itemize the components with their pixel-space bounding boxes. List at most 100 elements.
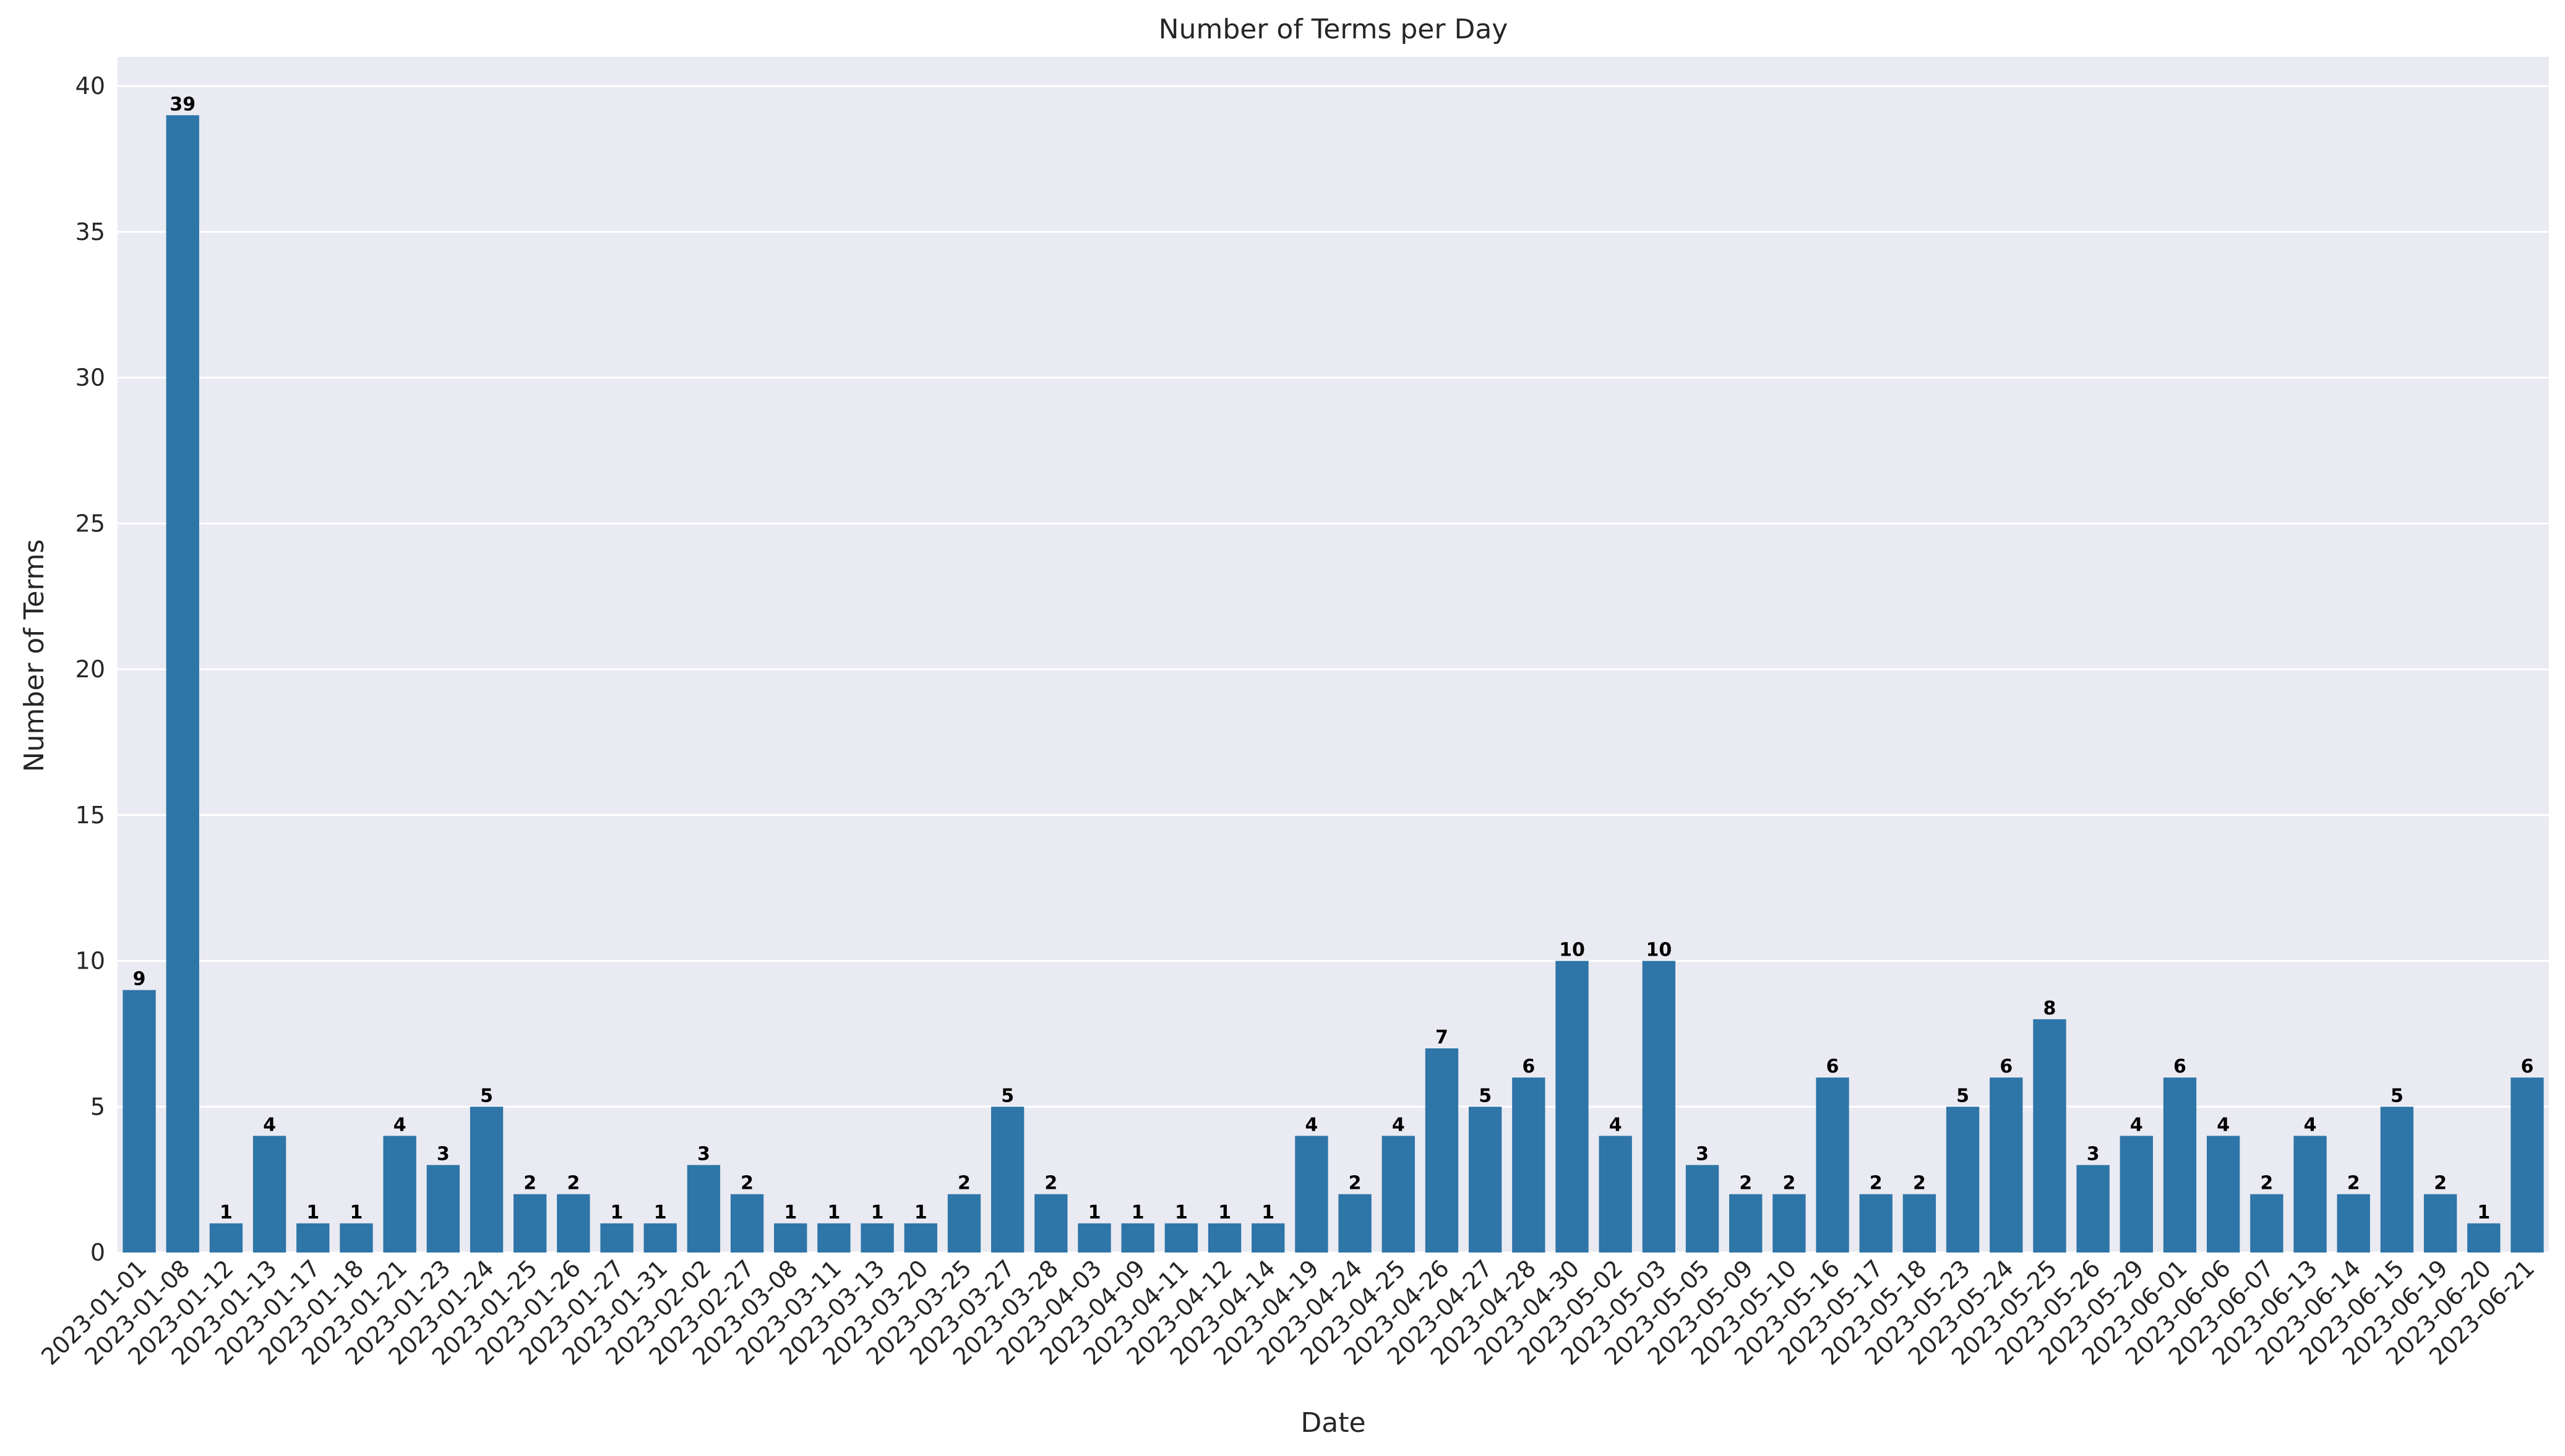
bar <box>340 1223 373 1253</box>
y-tick-label: 5 <box>90 1093 105 1120</box>
bar <box>1859 1194 1893 1253</box>
bar <box>513 1194 547 1253</box>
bar <box>1512 1077 1545 1253</box>
bar <box>2380 1107 2414 1253</box>
bar-value-label: 1 <box>220 1202 233 1223</box>
y-tick-label: 15 <box>75 802 105 829</box>
bar <box>861 1223 894 1253</box>
bar-value-label: 8 <box>2043 998 2056 1019</box>
bar <box>1034 1194 1068 1253</box>
bar-value-label: 1 <box>784 1202 797 1223</box>
bar-value-label: 4 <box>393 1114 406 1136</box>
bar <box>817 1223 851 1253</box>
bar-value-label: 6 <box>2000 1056 2013 1077</box>
bar-value-label: 10 <box>1559 940 1585 961</box>
bar <box>122 990 156 1253</box>
bar-value-label: 2 <box>1870 1173 1883 1194</box>
bar <box>1642 961 1676 1253</box>
bar <box>1338 1194 1372 1253</box>
bar-value-label: 1 <box>871 1202 884 1223</box>
y-axis-title: Number of Terms <box>19 539 50 773</box>
x-axis-title: Date <box>1300 1407 1365 1439</box>
bar <box>1468 1107 1502 1253</box>
bar-value-label: 4 <box>2304 1114 2317 1136</box>
bar <box>1381 1136 1415 1253</box>
bar-value-label: 2 <box>1782 1173 1795 1194</box>
bar-value-label: 7 <box>1435 1027 1448 1048</box>
bar <box>600 1223 634 1253</box>
bar-value-label: 2 <box>1739 1173 1752 1194</box>
plot-background <box>118 57 2549 1253</box>
bar <box>2511 1077 2544 1253</box>
bar <box>426 1165 460 1253</box>
bar <box>947 1194 981 1253</box>
bar <box>383 1136 416 1253</box>
bar-value-label: 5 <box>480 1085 493 1107</box>
bar <box>296 1223 330 1253</box>
bar <box>643 1223 677 1253</box>
bar-value-label: 2 <box>523 1173 536 1194</box>
bar-value-label: 10 <box>1646 940 1672 961</box>
bar <box>2076 1165 2110 1253</box>
bar <box>166 115 199 1253</box>
bar <box>904 1223 937 1253</box>
bar <box>2293 1136 2327 1253</box>
y-axis-ticks: 0 5 10 15 20 25 30 35 40 <box>75 72 105 1266</box>
x-axis-ticks: 2023-01-012023-01-082023-01-122023-01-13… <box>36 1254 2540 1370</box>
bar <box>990 1107 1025 1253</box>
y-tick-label: 30 <box>75 364 105 392</box>
bar-value-label: 2 <box>1913 1173 1926 1194</box>
bar-value-label: 1 <box>350 1202 363 1223</box>
bar <box>1252 1223 1285 1253</box>
bar-value-label: 1 <box>611 1202 624 1223</box>
bar-value-label: 3 <box>697 1144 710 1165</box>
y-tick-label: 25 <box>75 510 105 537</box>
bar-value-label: 6 <box>2173 1056 2186 1077</box>
bar-value-label: 4 <box>1609 1114 1622 1136</box>
bar <box>2163 1077 2197 1253</box>
bar <box>1685 1165 1719 1253</box>
bar <box>2033 1019 2066 1253</box>
bar-value-label: 2 <box>1349 1173 1362 1194</box>
bar <box>1555 961 1589 1253</box>
bar-value-label: 5 <box>1956 1085 1969 1107</box>
y-tick-label: 0 <box>90 1239 105 1266</box>
bar-value-label: 2 <box>2434 1173 2447 1194</box>
bar <box>687 1165 721 1253</box>
bar <box>1902 1194 1936 1253</box>
bar <box>2337 1194 2370 1253</box>
data-labels: 9 39 1 4 1 1 4 3 5 2 2 1 1 3 2 1 1 1 1 2 5 2 1 1 1 1 1 4 2 4 7 5 6 10 4 10 3… <box>133 93 2534 1223</box>
bar-value-label: 1 <box>2477 1202 2490 1223</box>
bars <box>122 115 2544 1253</box>
bar-value-label: 1 <box>1175 1202 1188 1223</box>
bar-value-label: 2 <box>2347 1173 2360 1194</box>
chart-title: Number of Terms per Day <box>1159 14 1508 45</box>
bar <box>2250 1194 2284 1253</box>
bar-value-label: 4 <box>1305 1114 1318 1136</box>
bar-value-label: 3 <box>2087 1144 2100 1165</box>
bar-value-label: 1 <box>1218 1202 1231 1223</box>
bar-value-label: 4 <box>1392 1114 1405 1136</box>
bar-value-label: 1 <box>828 1202 841 1223</box>
y-tick-label: 35 <box>75 218 105 246</box>
bar <box>2120 1136 2153 1253</box>
bar <box>730 1194 764 1253</box>
bar-value-label: 3 <box>437 1144 450 1165</box>
bar <box>1121 1223 1154 1253</box>
bar <box>470 1107 504 1253</box>
bar <box>252 1136 286 1253</box>
bar-value-label: 6 <box>1826 1056 1839 1077</box>
bar-value-label: 1 <box>1132 1202 1145 1223</box>
bar <box>1816 1077 1849 1253</box>
bar <box>1425 1048 1459 1253</box>
bar-value-label: 1 <box>306 1202 319 1223</box>
bar <box>557 1194 590 1253</box>
bar-value-label: 2 <box>1044 1173 1057 1194</box>
bar <box>1599 1136 1632 1253</box>
bar <box>1164 1223 1198 1253</box>
bar-value-label: 6 <box>2520 1056 2533 1077</box>
bar <box>1729 1194 1763 1253</box>
bar <box>1078 1223 1111 1253</box>
bar <box>774 1223 807 1253</box>
bar-value-label: 1 <box>914 1202 927 1223</box>
